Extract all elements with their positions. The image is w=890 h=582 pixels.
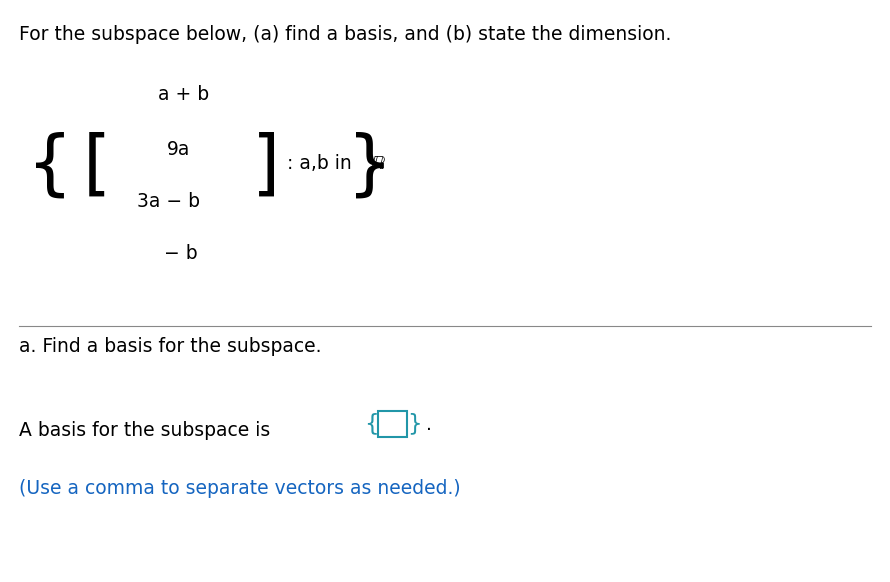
Text: ]: ] xyxy=(252,132,280,201)
Text: $\mathbb{R}$: $\mathbb{R}$ xyxy=(370,154,386,173)
Text: a + b: a + b xyxy=(158,84,209,104)
Text: A basis for the subspace is: A basis for the subspace is xyxy=(19,421,277,441)
Text: 9a: 9a xyxy=(167,140,190,158)
Text: {: { xyxy=(364,413,378,436)
Text: 3a − b: 3a − b xyxy=(137,191,199,211)
Text: a. Find a basis for the subspace.: a. Find a basis for the subspace. xyxy=(19,338,321,356)
Text: For the subspace below, (a) find a basis, and (b) state the dimension.: For the subspace below, (a) find a basis… xyxy=(19,24,672,44)
Text: (Use a comma to separate vectors as needed.): (Use a comma to separate vectors as need… xyxy=(19,479,461,498)
Text: : a,b in: : a,b in xyxy=(287,154,358,173)
Text: [: [ xyxy=(83,132,111,201)
Text: }: } xyxy=(346,132,392,201)
Text: {: { xyxy=(28,132,73,201)
Text: }: } xyxy=(407,413,421,436)
Text: − b: − b xyxy=(164,244,198,263)
Text: .: . xyxy=(426,415,433,434)
FancyBboxPatch shape xyxy=(378,411,407,437)
